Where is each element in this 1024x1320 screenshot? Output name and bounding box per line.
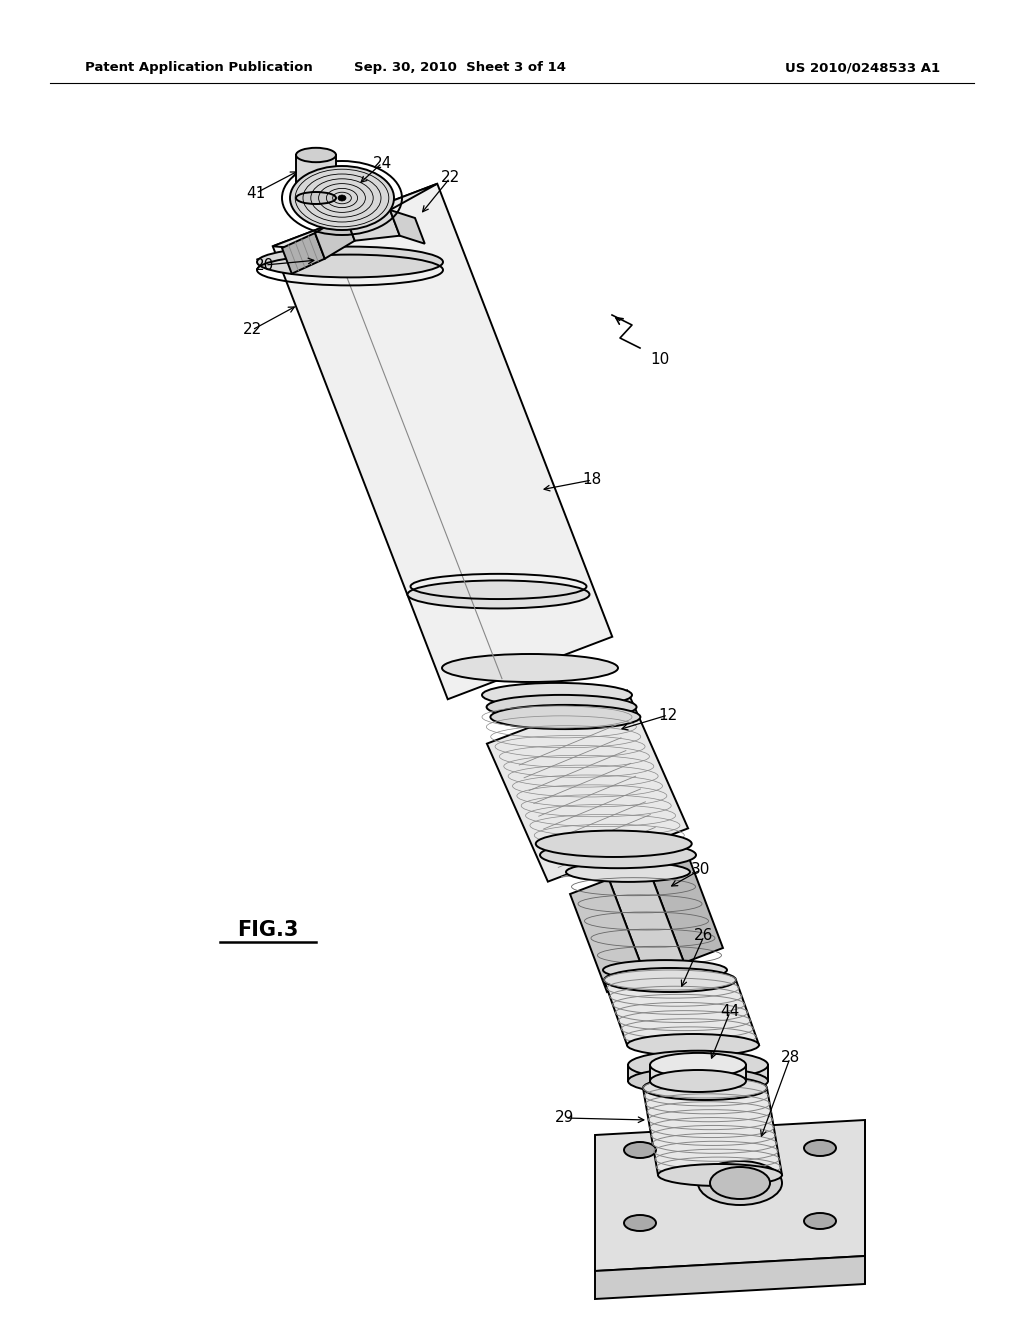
Text: Patent Application Publication: Patent Application Publication [85, 62, 312, 74]
Text: 20: 20 [255, 257, 274, 272]
Text: 10: 10 [650, 352, 670, 367]
Ellipse shape [486, 694, 637, 719]
Polygon shape [345, 210, 399, 240]
Polygon shape [486, 690, 688, 882]
Ellipse shape [338, 195, 346, 201]
Ellipse shape [603, 960, 727, 979]
Polygon shape [650, 1065, 746, 1081]
Text: 41: 41 [247, 186, 265, 201]
Text: FIG.3: FIG.3 [238, 920, 299, 940]
Ellipse shape [490, 705, 640, 729]
Text: 12: 12 [658, 708, 678, 722]
Text: 29: 29 [555, 1110, 574, 1126]
Polygon shape [272, 183, 612, 700]
Ellipse shape [566, 862, 690, 882]
Ellipse shape [257, 247, 443, 277]
Text: 44: 44 [720, 1005, 739, 1019]
Ellipse shape [442, 653, 618, 682]
Ellipse shape [540, 842, 696, 869]
Text: 28: 28 [780, 1051, 800, 1065]
Ellipse shape [643, 1076, 767, 1100]
Polygon shape [595, 1257, 865, 1299]
Ellipse shape [804, 1213, 836, 1229]
Ellipse shape [658, 1164, 782, 1185]
Ellipse shape [627, 1034, 759, 1056]
Ellipse shape [624, 1142, 656, 1158]
Ellipse shape [536, 830, 692, 857]
Text: 18: 18 [583, 473, 602, 487]
Polygon shape [595, 1119, 865, 1271]
Text: Sep. 30, 2010  Sheet 3 of 14: Sep. 30, 2010 Sheet 3 of 14 [354, 62, 566, 74]
Ellipse shape [628, 1051, 768, 1080]
Ellipse shape [650, 1053, 746, 1077]
Ellipse shape [482, 682, 632, 708]
Polygon shape [604, 979, 759, 1045]
Ellipse shape [408, 581, 590, 609]
Polygon shape [570, 879, 646, 993]
Ellipse shape [290, 166, 394, 230]
Polygon shape [272, 183, 437, 271]
Ellipse shape [650, 1071, 746, 1092]
Ellipse shape [296, 148, 336, 162]
Polygon shape [628, 1065, 768, 1081]
Polygon shape [390, 210, 425, 244]
Ellipse shape [804, 1140, 836, 1156]
Text: 26: 26 [694, 928, 714, 944]
Ellipse shape [296, 191, 336, 205]
Ellipse shape [628, 1068, 768, 1094]
Text: 22: 22 [243, 322, 261, 338]
Polygon shape [282, 234, 325, 273]
Ellipse shape [710, 1167, 770, 1199]
Polygon shape [647, 850, 723, 962]
Polygon shape [315, 215, 354, 259]
Ellipse shape [604, 968, 736, 993]
Polygon shape [296, 154, 336, 198]
Ellipse shape [698, 1162, 782, 1205]
Text: US 2010/0248533 A1: US 2010/0248533 A1 [784, 62, 940, 74]
Polygon shape [643, 1088, 782, 1175]
Ellipse shape [624, 1214, 656, 1232]
Text: 22: 22 [440, 170, 460, 186]
Text: 30: 30 [690, 862, 710, 878]
Polygon shape [609, 865, 684, 977]
Text: 24: 24 [373, 156, 391, 170]
